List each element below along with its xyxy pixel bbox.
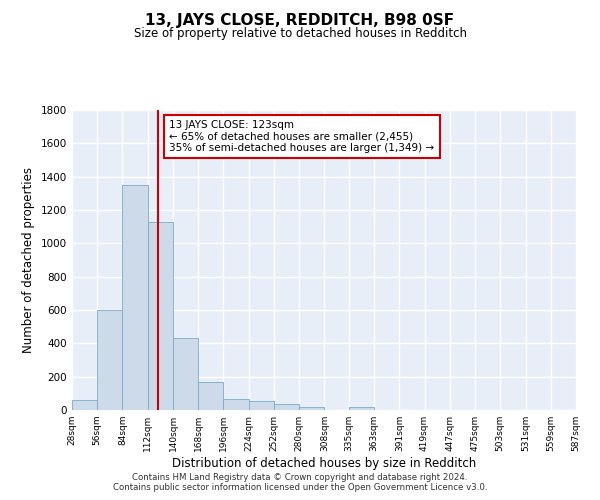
Bar (122, 185, 148, 410)
Y-axis label: Number of detached properties: Number of detached properties (22, 167, 35, 353)
Bar (249, 401, 274, 410)
Bar (223, 399, 249, 410)
X-axis label: Distribution of detached houses by size in Redditch: Distribution of detached houses by size … (172, 457, 476, 470)
Bar (198, 382, 223, 410)
Bar (349, 406, 374, 410)
Bar (274, 404, 299, 410)
Text: Size of property relative to detached houses in Redditch: Size of property relative to detached ho… (133, 28, 467, 40)
Bar (299, 406, 325, 410)
Text: 13, JAYS CLOSE, REDDITCH, B98 0SF: 13, JAYS CLOSE, REDDITCH, B98 0SF (145, 12, 455, 28)
Bar (97, 310, 122, 410)
Bar (72, 400, 97, 410)
Text: 13 JAYS CLOSE: 123sqm
← 65% of detached houses are smaller (2,455)
35% of semi-d: 13 JAYS CLOSE: 123sqm ← 65% of detached … (169, 120, 434, 153)
Text: Contains HM Land Registry data © Crown copyright and database right 2024.
Contai: Contains HM Land Registry data © Crown c… (113, 473, 487, 492)
Bar (173, 338, 198, 410)
Bar (148, 222, 173, 410)
